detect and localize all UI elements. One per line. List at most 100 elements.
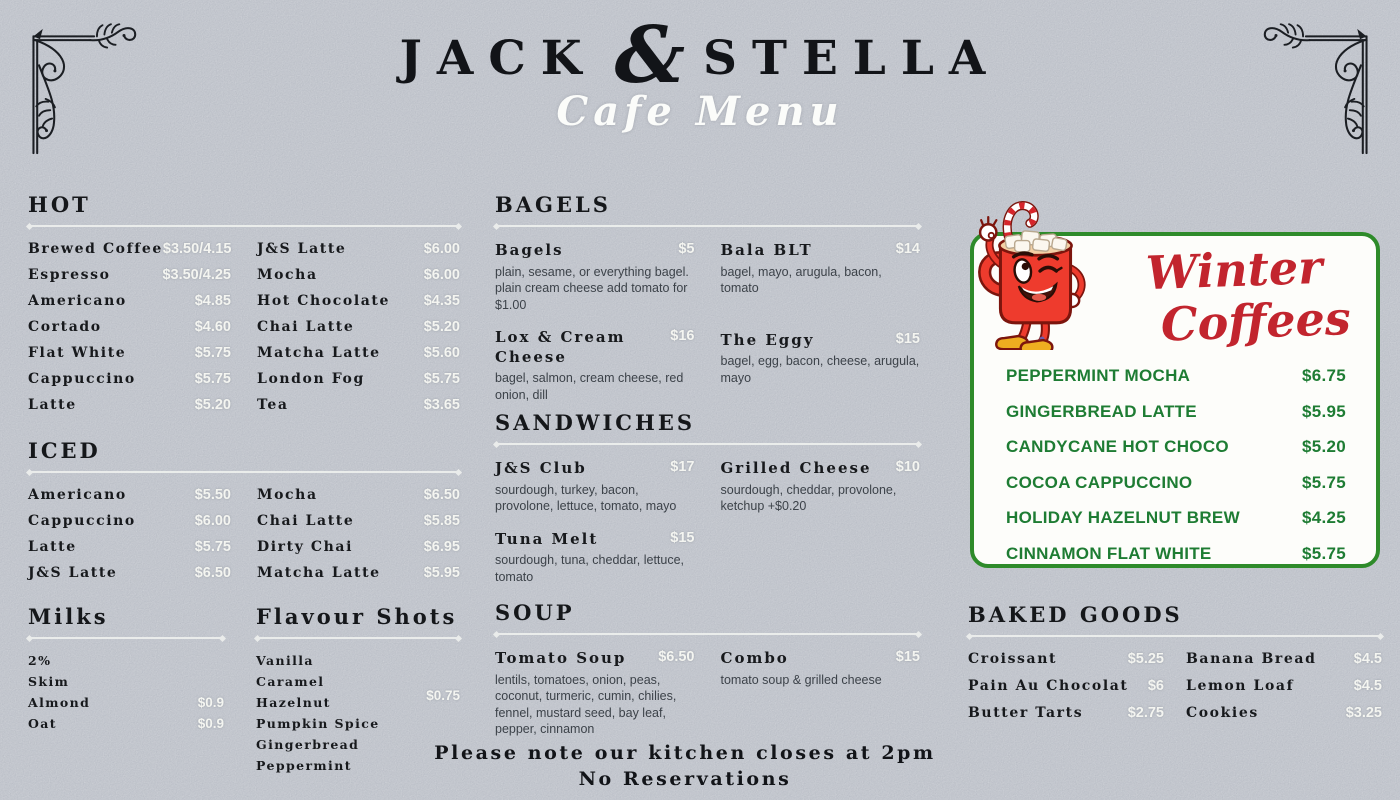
item-name: 2% [28,653,52,668]
winter-coffees-title: Winter Coffees [1120,239,1352,352]
menu-item-row: CANDYCANE HOT CHOCO $5.20 [1006,437,1346,457]
item-name: Americano [28,487,127,503]
item-price: $5.25 [1127,651,1164,667]
food-item: Tuna Melt $15 sourdough, tuna, cheddar, l… [495,530,695,586]
food-item: Tomato Soup $6.50 lentils, tomatoes, onio… [495,649,695,738]
menu-item-row: Almond $0.9 [28,695,224,716]
section-soup: SOUP Tomato Soup $6.50 lentils, tomatoes,… [495,600,920,753]
menu-item-row: COCOA CAPPUCCINO $5.75 [1006,473,1346,493]
menu-item-row: Croissant $5.25 [968,651,1164,678]
item-price: $5.60 [423,345,460,361]
menu-item-row: Americano $4.85 [28,293,231,319]
item-name: The Eggy [720,330,815,349]
header: JACK & STELLA Cafe Menu [0,17,1400,136]
item-name: Cappuccino [28,371,136,387]
item-price: $5.85 [423,513,460,529]
item-name: Americano [28,293,127,309]
item-name: Lemon Loaf [1186,678,1295,694]
menu-item-row: Cookies $3.25 [1186,705,1382,732]
item-name: Tuna Melt [495,529,599,548]
item-name: Lox & Cream Cheese [495,328,626,366]
item-price: $4.5 [1353,651,1382,667]
item-price: $5.75 [194,371,231,387]
item-name: Caramel [256,674,325,689]
menu-item-row: Chai Latte $5.20 [257,319,460,345]
item-price: $15 [895,330,920,347]
winter-coffees-list: PEPPERMINT MOCHA $6.75 GINGERBREAD LATTE $… [1006,366,1346,579]
menu-item-row: CINNAMON FLAT WHITE $5.75 [1006,544,1346,564]
item-name: Cappuccino [28,513,136,529]
section-divider [968,635,1382,637]
item-name: GINGERBREAD LATTE [1006,401,1197,421]
menu-item-row: Mocha $6.50 [257,487,460,513]
menu-item-row: Pumpkin Spice [256,716,460,737]
item-name: J&S Latte [257,241,347,257]
item-price: $5.95 [1301,401,1346,421]
item-name: Cookies [1186,705,1259,721]
section-heading: ICED [28,438,101,463]
food-item: Lox & Cream Cheese $16 bagel, salmon, cre… [495,328,695,403]
menu-item-row: Dirty Chai $6.95 [257,539,460,565]
item-price: $6.00 [194,513,231,529]
section-heading: BAGELS [495,192,611,217]
section-divider [28,471,460,473]
item-name: Almond [28,695,91,710]
item-name: PEPPERMINT MOCHA [1006,366,1191,385]
item-description: sourdough, turkey, bacon, provolone, let… [495,482,677,514]
footer-line1: Please note our kitchen closes at 2pm [434,742,936,764]
menu-item-row: Espresso $3.50/4.25 [28,267,231,293]
item-name: Cortado [28,319,102,335]
section-divider [28,225,460,227]
page-title: JACK & STELLA [0,17,1400,95]
menu-item-row: Brewed Coffee $3.50/4.15 [28,241,231,267]
item-price: $3.50/4.25 [162,267,231,283]
menu-item-row: Pain Au Chocolat $6 [968,678,1164,705]
item-price: $5 [678,241,695,257]
winter-title-line1: Winter [1144,239,1324,301]
item-name: Pumpkin Spice [256,716,380,731]
item-description: bagel, salmon, cream cheese, red onion, … [495,371,684,402]
item-description: tomato soup & grilled cheese [720,672,882,687]
item-price: $6.00 [423,241,460,257]
footer-note: Please note our kitchen closes at 2pm No… [335,740,1035,792]
section-divider [28,637,224,639]
item-name: Grilled Cheese [720,459,872,477]
section-heading: BAKED GOODS [968,602,1183,627]
page-subtitle: Cafe Menu [556,88,844,135]
item-price: $14 [895,241,920,257]
menu-item-row: Cappuccino $6.00 [28,513,231,539]
item-description: lentils, tomatoes, onion, peas, coconut,… [495,672,677,737]
item-name: Matcha Latte [257,345,381,361]
item-name: Bala BLT [720,241,813,259]
ampersand-glyph: & [614,10,686,101]
item-description: plain, sesame, or everything bagel. plai… [495,264,689,312]
item-price: $6.50 [423,487,460,503]
item-price: $0.9 [197,695,224,710]
item-price: $4.60 [194,319,231,335]
menu-item-row: Chai Latte $5.85 [257,513,460,539]
item-name: Tea [257,397,289,413]
item-price: $6.50 [194,565,231,581]
winking-mug-icon [972,192,1100,355]
section-hot: HOT Brewed Coffee $3.50/4.15 Espresso $3.5… [28,192,460,423]
item-name: Banana Bread [1186,651,1317,667]
item-description: bagel, egg, bacon, cheese, arugula, mayo [720,354,920,385]
menu-item-row: Butter Tarts $2.75 [968,705,1164,732]
section-heading: HOT [28,192,91,217]
item-name: Latte [28,539,77,555]
item-price: $4.5 [1353,678,1382,694]
item-price: $15 [895,649,920,665]
item-price: $6.00 [423,267,460,283]
menu-item-row: Vanilla [256,653,460,674]
menu-item-row: Flat White $5.75 [28,345,231,371]
item-name: Vanilla [256,653,314,668]
menu-item-row: PEPPERMINT MOCHA $6.75 [1006,366,1346,386]
item-price: $3.25 [1345,705,1382,721]
item-price: $5.75 [1301,543,1346,563]
item-name: Pain Au Chocolat [968,678,1129,694]
item-name: Hot Chocolate [257,293,390,309]
food-item: Combo $15 tomato soup & grilled cheese [721,649,921,688]
item-price: $5.20 [423,319,460,335]
group-price: $0.75 [426,688,460,703]
